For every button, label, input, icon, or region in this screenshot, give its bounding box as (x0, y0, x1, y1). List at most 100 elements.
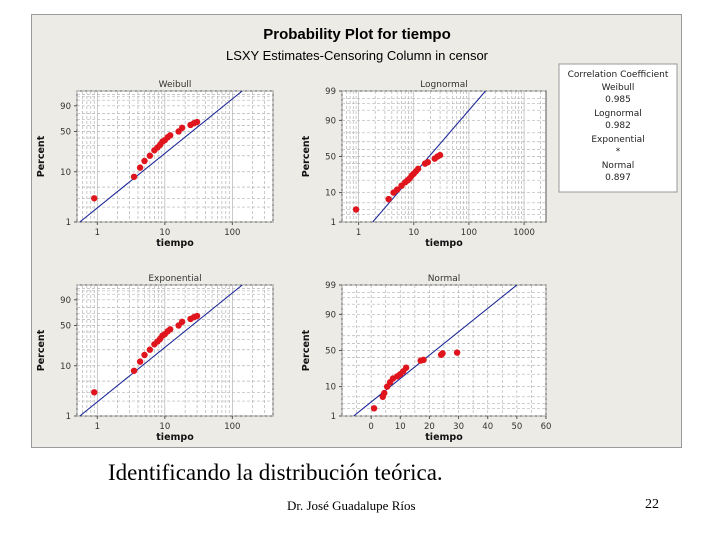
probability-plot-svg: Probability Plot for tiempo LSXY Estimat… (36, 26, 678, 443)
data-point (439, 350, 446, 357)
x-tick-label: 1 (95, 228, 100, 238)
y-tick-label: 50 (60, 127, 71, 137)
data-point (193, 118, 201, 126)
data-point (393, 186, 401, 193)
x-axis-label: tiempo (156, 432, 194, 443)
panel-weibull: Weibull 1 10 100 1 10 50 90 tiempo Percent (36, 80, 274, 249)
data-point (402, 364, 410, 371)
probability-plot-figure: Probability Plot for tiempo LSXY Estimat… (31, 14, 682, 448)
plot-area-weibull (76, 90, 274, 223)
data-point (141, 351, 148, 359)
data-point (178, 318, 186, 326)
legend-entry-value: 0.985 (605, 95, 631, 105)
grid-lognormal (341, 90, 546, 223)
plot-content-weibull (79, 91, 243, 222)
x-tick-label: 40 (482, 422, 493, 432)
panel-title-weibull: Weibull (159, 80, 192, 90)
data-point (146, 152, 154, 159)
slide-caption: Identificando la distribución teórica. (108, 460, 443, 485)
legend-title: Correlation Coefficient (568, 70, 669, 80)
data-point (436, 151, 444, 159)
grid-normal (341, 284, 547, 417)
panel-normal: Normal 0 10 20 30 40 50 60 1 10 50 90 99 tiempo Percen… (301, 274, 551, 443)
x-tick-label: 100 (461, 228, 477, 238)
data-point (91, 389, 98, 396)
x-tick-label: 60 (541, 422, 552, 432)
chart-title: Probability Plot for tiempo (263, 26, 451, 43)
chart-subtitle: LSXY Estimates-Censoring Column in censo… (226, 48, 489, 63)
y-axis-label: Percent (36, 135, 47, 177)
legend-entry-value: 0.982 (605, 121, 631, 131)
x-tick-label: 10 (159, 228, 170, 238)
x-tick-label: 1 (356, 228, 361, 238)
legend-entry-name: Lognormal (594, 109, 642, 119)
data-point (381, 389, 388, 397)
legend-entry-name: Weibull (602, 83, 635, 93)
data-point (414, 165, 422, 173)
panel-lognormal: Lognormal 1 10 100 1000 1 10 50 90 99 tiempo Percen… (301, 80, 547, 249)
grid-weibull (76, 90, 274, 223)
x-axis-label: tiempo (425, 432, 463, 443)
x-tick-label: 100 (224, 422, 240, 432)
y-tick-label: 1 (66, 218, 71, 228)
y-tick-label: 1 (66, 412, 71, 422)
x-tick-label: 30 (453, 422, 464, 432)
y-tick-label: 90 (325, 116, 336, 126)
y-tick-label: 10 (325, 383, 336, 393)
data-point (420, 356, 427, 364)
plot-area-exponential (76, 284, 274, 417)
plot-content-exponential (79, 285, 243, 416)
x-tick-label: 10 (395, 422, 406, 432)
data-point (385, 195, 392, 203)
y-tick-label: 99 (325, 281, 336, 291)
data-point (136, 164, 144, 171)
data-point (136, 358, 144, 365)
x-tick-label: 0 (368, 422, 373, 432)
fit-line (79, 91, 243, 222)
data-point (141, 157, 148, 165)
plot-content-normal (353, 285, 518, 416)
y-tick-label: 50 (325, 347, 336, 357)
data-point (370, 405, 378, 412)
panel-title-lognormal: Lognormal (420, 80, 468, 90)
data-point (91, 195, 98, 202)
legend: Correlation Coefficient Weibull 0.985 Logn… (558, 63, 678, 193)
legend-entry-value: * (616, 147, 621, 157)
x-tick-label: 10 (159, 422, 170, 432)
plot-content-lognormal (352, 91, 486, 222)
fit-line (79, 285, 243, 416)
y-tick-label: 50 (60, 321, 71, 331)
y-axis-label: Percent (301, 135, 312, 177)
x-tick-label: 100 (224, 228, 240, 238)
x-tick-label: 10 (408, 228, 419, 238)
legend-entry-name: Normal (602, 161, 635, 171)
x-axis-label: tiempo (425, 238, 463, 249)
x-tick-label: 1 (95, 422, 100, 432)
y-tick-label: 50 (325, 153, 336, 163)
slide-author: Dr. José Guadalupe Ríos (287, 498, 416, 513)
x-tick-label: 20 (424, 422, 435, 432)
legend-entry-name: Exponential (591, 135, 644, 145)
y-tick-label: 1 (331, 412, 336, 422)
data-point (193, 312, 201, 320)
page-number: 22 (645, 497, 659, 512)
y-tick-label: 90 (60, 296, 71, 306)
data-point (146, 346, 154, 353)
y-tick-label: 99 (325, 87, 336, 97)
panel-title-normal: Normal (428, 274, 461, 284)
y-tick-label: 90 (60, 102, 71, 112)
data-point (424, 158, 432, 166)
y-tick-label: 10 (325, 189, 336, 199)
data-point (130, 367, 138, 374)
fit-line (353, 285, 518, 416)
grid-exponential (76, 284, 274, 417)
data-point (352, 206, 360, 213)
x-axis-label: tiempo (156, 238, 194, 249)
data-point (453, 349, 461, 356)
y-tick-label: 10 (60, 362, 71, 372)
y-tick-label: 90 (325, 310, 336, 320)
legend-entry-value: 0.897 (605, 173, 631, 183)
y-axis-label: Percent (36, 329, 47, 371)
data-point (178, 124, 186, 132)
y-tick-label: 1 (331, 218, 336, 228)
